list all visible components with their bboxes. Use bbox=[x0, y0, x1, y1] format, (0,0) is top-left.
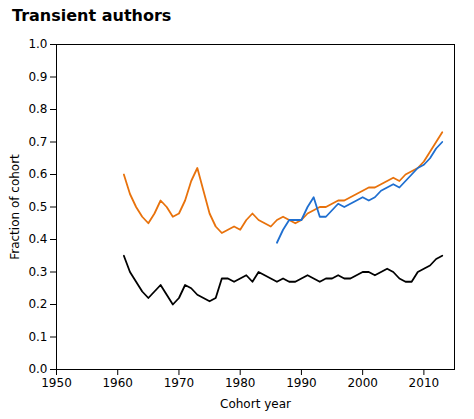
svg-text:1.0: 1.0 bbox=[28, 37, 47, 51]
svg-text:0.0: 0.0 bbox=[28, 362, 47, 376]
svg-text:0.4: 0.4 bbox=[28, 232, 47, 246]
svg-text:0.2: 0.2 bbox=[28, 297, 47, 311]
svg-text:0.7: 0.7 bbox=[28, 135, 47, 149]
svg-text:1960: 1960 bbox=[102, 376, 133, 390]
html-text:Transient authors: Transient authors bbox=[12, 6, 172, 25]
svg-text:2010: 2010 bbox=[409, 376, 440, 390]
svg-text:1950: 1950 bbox=[41, 376, 72, 390]
svg-text:0.6: 0.6 bbox=[28, 167, 47, 181]
svg-text:1990: 1990 bbox=[286, 376, 317, 390]
svg-text:0.5: 0.5 bbox=[28, 200, 47, 214]
svg-text:0.3: 0.3 bbox=[28, 265, 47, 279]
svg-text:2000: 2000 bbox=[347, 376, 378, 390]
svg-text:0.8: 0.8 bbox=[28, 102, 47, 116]
svg-text:0.1: 0.1 bbox=[28, 330, 47, 344]
svg-text:0.9: 0.9 bbox=[28, 70, 47, 84]
svg-text:Cohort year: Cohort year bbox=[220, 397, 291, 411]
svg-text:1980: 1980 bbox=[225, 376, 256, 390]
svg-text:Fraction of cohort: Fraction of cohort bbox=[8, 154, 22, 260]
svg-text:1970: 1970 bbox=[164, 376, 195, 390]
